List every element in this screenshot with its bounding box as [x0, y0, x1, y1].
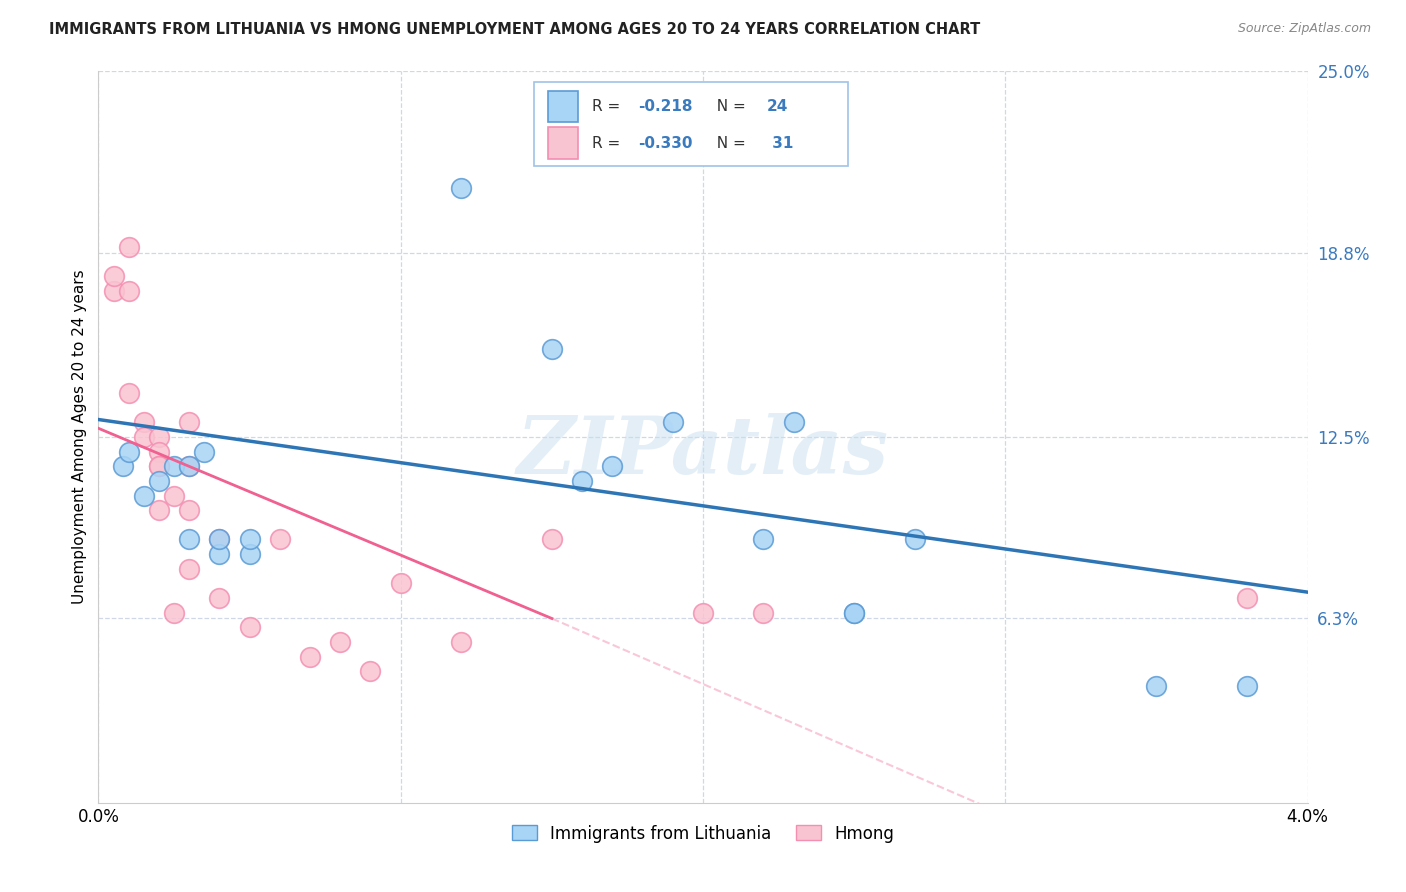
Point [148, 444, 170, 458]
Point [571, 474, 593, 488]
Point [118, 386, 141, 401]
Text: ZIPatlas: ZIPatlas [517, 413, 889, 491]
Point [132, 430, 155, 444]
Point [103, 269, 125, 284]
Point [1146, 679, 1168, 693]
Point [904, 533, 927, 547]
Text: R =: R = [592, 99, 624, 114]
Point [540, 343, 562, 357]
Point [1236, 591, 1258, 605]
Text: -0.218: -0.218 [638, 99, 692, 114]
Point [132, 416, 155, 430]
Text: -0.330: -0.330 [638, 136, 692, 151]
Text: IMMIGRANTS FROM LITHUANIA VS HMONG UNEMPLOYMENT AMONG AGES 20 TO 24 YEARS CORREL: IMMIGRANTS FROM LITHUANIA VS HMONG UNEMP… [49, 22, 980, 37]
Point [118, 444, 141, 458]
Point [148, 459, 170, 474]
Point [193, 444, 215, 458]
Point [179, 503, 201, 517]
Point [163, 459, 186, 474]
Point [844, 606, 866, 620]
Point [208, 591, 231, 605]
Text: Source: ZipAtlas.com: Source: ZipAtlas.com [1237, 22, 1371, 36]
Point [179, 416, 201, 430]
Point [602, 459, 624, 474]
Point [239, 533, 262, 547]
Point [148, 474, 170, 488]
Point [752, 533, 775, 547]
Point [118, 284, 141, 298]
Point [661, 416, 683, 430]
Point [540, 533, 562, 547]
Point [111, 459, 134, 474]
Point [179, 562, 201, 576]
Point [783, 416, 806, 430]
Point [1236, 679, 1258, 693]
Point [450, 635, 472, 649]
Point [118, 240, 141, 254]
FancyBboxPatch shape [548, 128, 578, 159]
Point [179, 459, 201, 474]
Text: 31: 31 [768, 136, 793, 151]
Point [239, 620, 262, 634]
Text: N =: N = [707, 136, 751, 151]
Point [208, 533, 231, 547]
Legend: Immigrants from Lithuania, Hmong: Immigrants from Lithuania, Hmong [505, 818, 901, 849]
Point [163, 606, 186, 620]
Point [132, 489, 155, 503]
Point [208, 547, 231, 561]
FancyBboxPatch shape [548, 91, 578, 122]
Point [299, 649, 322, 664]
Point [692, 606, 714, 620]
Point [844, 606, 866, 620]
Point [103, 284, 125, 298]
Point [148, 503, 170, 517]
Text: N =: N = [707, 99, 751, 114]
Point [179, 459, 201, 474]
Point [148, 430, 170, 444]
Point [269, 533, 291, 547]
Point [450, 181, 472, 195]
Point [239, 547, 262, 561]
Point [360, 664, 382, 678]
Point [148, 459, 170, 474]
Point [163, 489, 186, 503]
Point [329, 635, 352, 649]
Point [179, 533, 201, 547]
Point [208, 533, 231, 547]
Text: 24: 24 [768, 99, 789, 114]
Text: R =: R = [592, 136, 624, 151]
Y-axis label: Unemployment Among Ages 20 to 24 years: Unemployment Among Ages 20 to 24 years [72, 269, 87, 605]
Point [752, 606, 775, 620]
FancyBboxPatch shape [534, 82, 848, 167]
Point [389, 576, 412, 591]
